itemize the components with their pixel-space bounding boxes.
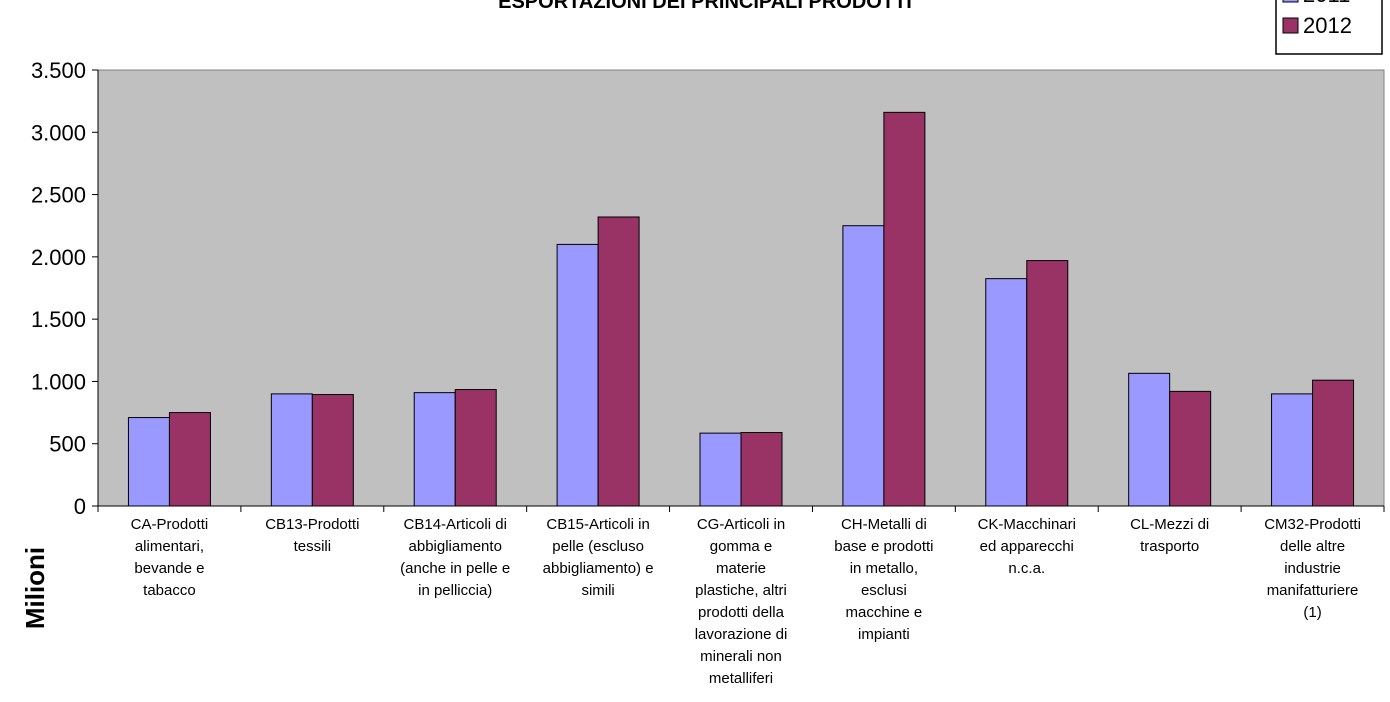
y-tick-label: 2.000 [31, 245, 86, 270]
y-tick-label: 0 [74, 494, 86, 519]
bar-2012-6 [883, 111, 926, 507]
y-axis-label: Milioni [20, 547, 50, 629]
bar-2011-1 [127, 417, 170, 507]
bar-2011-2 [270, 393, 313, 507]
x-tick-label: CM32-Prodotti delle altre industrie manifat… [1264, 516, 1361, 621]
x-tick-label: CA-Prodotti alimentari, bevande e tabacco [131, 516, 209, 599]
bar-2012-2 [311, 394, 354, 507]
y-tick-label: 1.000 [31, 369, 86, 394]
bars-group [127, 111, 1355, 507]
bar-2012-4 [597, 216, 640, 507]
x-tick-label: CL-Mezzi di trasporto [1130, 516, 1209, 555]
legend-swatch-2012 [1282, 17, 1299, 34]
chart-title: ESPORTAZIONI DEI PRINCIPALI PRODOTTI [498, 0, 912, 13]
legend-label-2011: 2011 [1303, 0, 1350, 7]
bar-2011-8 [1128, 372, 1171, 507]
y-tick-label: 1.500 [31, 307, 86, 332]
bar-2011-4 [556, 243, 599, 507]
x-axis: CA-Prodotti alimentari, bevande e tabacco CB… [97, 505, 1385, 687]
y-tick-label: 3.000 [31, 120, 86, 145]
legend: 2011 2012 [1275, 0, 1383, 55]
y-tick-label: 2.500 [31, 183, 86, 208]
bar-2012-8 [1169, 390, 1212, 507]
bar-2012-5 [740, 432, 783, 507]
y-tick-label: 3.500 [31, 58, 86, 83]
legend-label-2012: 2012 [1303, 13, 1352, 38]
bar-2012-9 [1312, 379, 1355, 507]
x-tick-label: CB13-Prodotti tessili [265, 516, 359, 555]
x-tick-label: CB14-Articoli di abbigliamento (anche in p… [400, 516, 510, 599]
bar-2011-9 [1271, 393, 1314, 507]
bar-2012-1 [168, 412, 211, 507]
bar-2012-3 [454, 389, 497, 507]
bar-2011-7 [985, 278, 1028, 507]
x-tick-label: CB15-Articoli in pelle (escluso abbigliame… [543, 516, 654, 599]
legend-swatch-2011 [1282, 0, 1299, 3]
x-tick-label: CK-Macchinari ed apparecchi n.c.a. [978, 516, 1076, 577]
x-tick-label: CH-Metalli di base e prodotti in metallo, e… [834, 516, 933, 643]
y-tick-label: 500 [49, 432, 86, 457]
bar-2012-7 [1026, 260, 1069, 507]
bar-2011-3 [413, 392, 456, 507]
x-tick-label: CG-Articoli in gomma e materie plastiche, a… [695, 516, 788, 687]
bar-2011-6 [842, 225, 885, 507]
bar-2011-5 [699, 432, 742, 507]
y-axis: 0 500 1.000 1.500 2.000 2.500 3.000 3.500 [31, 58, 99, 519]
